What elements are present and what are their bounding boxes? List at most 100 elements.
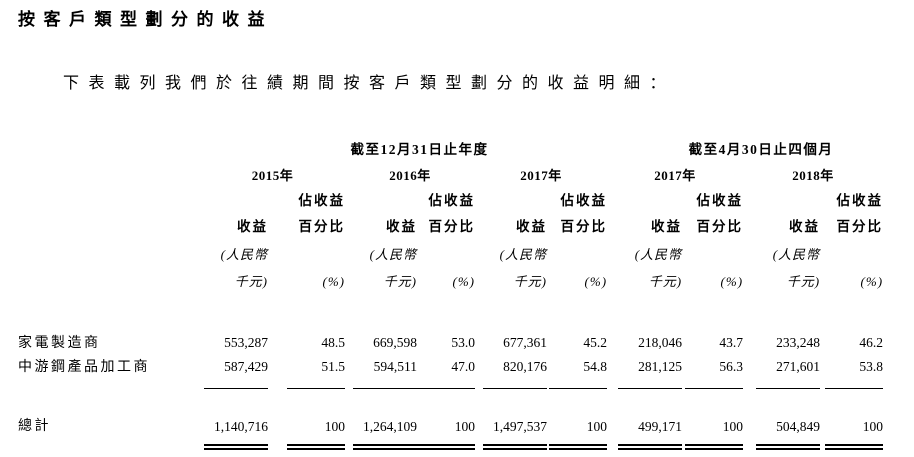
single-rule <box>820 375 884 393</box>
total-revenue-2015: 1,140,716 <box>214 419 268 434</box>
spacer-cell <box>268 235 345 262</box>
unit-note-thousand: 千元) <box>383 273 417 289</box>
unit-note-row-line1: (人民幣 (人民幣 (人民幣 (人民幣 (人民幣 <box>18 235 883 262</box>
spacer-cell <box>18 158 200 183</box>
spacer-cell <box>547 235 607 262</box>
spacer-cell <box>18 262 200 289</box>
double-rule <box>607 435 683 455</box>
unit-note-row-line2: 千元) (%) 千元) (%) 千元) (%) 千元) (%) 千元) (%) <box>18 262 883 289</box>
single-rule <box>475 375 547 393</box>
single-rule <box>607 375 683 393</box>
cell-revenue-2018-4m: 271,601 <box>776 359 821 375</box>
year-2018-4m: 2018年 <box>792 167 834 183</box>
unit-note-rmb: (人民幣 <box>499 246 547 262</box>
spacer-row <box>18 393 883 411</box>
total-double-rule-row <box>18 435 884 455</box>
single-rule <box>743 375 821 393</box>
spacer-cell <box>607 183 682 209</box>
period-group-row: 截至12月31日止年度 截至4月30日止四個月 <box>18 136 883 158</box>
single-rule <box>268 375 345 393</box>
single-rule <box>417 375 475 393</box>
spacer-cell <box>18 235 200 262</box>
cell-revenue-2018-4m: 233,248 <box>776 335 821 351</box>
unit-note-thousand: 千元) <box>234 273 268 289</box>
cell-revenue-2017: 677,361 <box>503 335 547 351</box>
spacer-cell <box>18 289 883 327</box>
subheader-pct-line1: 佔收益 <box>696 193 744 209</box>
cell-revenue-2016: 669,598 <box>373 335 417 351</box>
double-rule <box>200 435 268 455</box>
cell-revenue-2017-4m: 218,046 <box>638 335 683 351</box>
spacer-cell <box>417 235 475 262</box>
table-row-home-appliance-manufacturers: 家電製造商 553,287 48.5 669,598 53.0 677,361 … <box>18 327 883 351</box>
subheader-pct-line1: 佔收益 <box>298 193 345 209</box>
single-rule <box>200 375 268 393</box>
subheader-row-pct-line1: 佔收益 佔收益 佔收益 佔收益 佔收益 <box>18 183 883 209</box>
row-label: 家電製造商 <box>18 335 101 351</box>
cell-pct-2017-4m: 43.7 <box>719 335 744 351</box>
cell-pct-2015: 51.5 <box>321 359 345 375</box>
row-label: 中游鋼產品加工商 <box>18 359 150 375</box>
spacer-cell <box>200 183 268 209</box>
table-row-midstream-steel-processors: 中游鋼產品加工商 587,429 51.5 594,511 47.0 820,1… <box>18 351 883 375</box>
total-pct-2016: 100 <box>454 419 475 434</box>
double-rule <box>682 435 744 455</box>
double-rule <box>268 435 345 455</box>
subheader-pct-line1: 佔收益 <box>428 193 475 209</box>
spacer-cell <box>475 183 547 209</box>
year-2017: 2017年 <box>520 167 562 183</box>
spacer-row <box>18 289 883 327</box>
cell-pct-2017: 45.2 <box>583 335 608 351</box>
spacer-cell <box>743 183 820 209</box>
spacer-cell <box>18 435 200 455</box>
page-title: 按客戶類型劃分的收益 <box>18 10 273 29</box>
cell-revenue-2017: 820,176 <box>503 359 547 375</box>
total-revenue-2016: 1,264,109 <box>363 419 417 434</box>
year-header-row: 2015年 2016年 2017年 2017年 2018年 <box>18 158 883 183</box>
spacer-cell <box>18 183 200 209</box>
subheader-pct-line2: 百分比 <box>696 219 744 235</box>
subheader-pct-line2: 百分比 <box>428 219 475 235</box>
year-2017-4m: 2017年 <box>654 167 696 183</box>
cell-pct-2015: 48.5 <box>321 335 345 351</box>
double-rule <box>345 435 417 455</box>
cell-revenue-2016: 594,511 <box>373 359 417 375</box>
unit-note-rmb: (人民幣 <box>772 246 821 262</box>
cell-pct-2018-4m: 46.2 <box>859 335 884 351</box>
single-rule <box>682 375 744 393</box>
cell-pct-2017-4m: 56.3 <box>719 359 744 375</box>
spacer-cell <box>18 393 883 411</box>
cell-pct-2016: 53.0 <box>451 335 475 351</box>
spacer-cell <box>345 183 417 209</box>
period-group-year-ended-dec31: 截至12月31日止年度 <box>350 142 489 158</box>
total-revenue-2017-4m: 499,171 <box>638 419 683 434</box>
unit-note-thousand: 千元) <box>786 273 821 289</box>
unit-note-percent: (%) <box>860 273 884 289</box>
total-pct-2018-4m: 100 <box>862 419 884 434</box>
unit-note-percent: (%) <box>720 273 744 289</box>
year-2015: 2015年 <box>251 167 294 183</box>
intro-text: 下表載列我們於往績期間按客戶類型劃分的收益明細： <box>63 75 676 92</box>
unit-note-thousand: 千元) <box>648 273 683 289</box>
subheader-revenue: 收益 <box>789 219 821 235</box>
double-rule <box>743 435 821 455</box>
total-pct-2015: 100 <box>324 419 345 434</box>
cell-pct-2018-4m: 53.8 <box>859 359 884 375</box>
double-rule <box>475 435 547 455</box>
subheader-pct-line2: 百分比 <box>560 219 608 235</box>
subheader-revenue: 收益 <box>516 219 547 235</box>
unit-note-percent: (%) <box>452 273 475 289</box>
cell-pct-2016: 47.0 <box>451 359 475 375</box>
double-rule <box>547 435 608 455</box>
unit-note-thousand: 千元) <box>513 273 547 289</box>
subtotal-rule-row <box>18 375 884 393</box>
subheader-row-revenue-pct-line2: 收益 百分比 收益 百分比 收益 百分比 收益 百分比 收益 百分比 <box>18 209 883 235</box>
single-rule <box>547 375 608 393</box>
spacer-cell <box>18 136 200 158</box>
table-row-total: 總計 1,140,716 100 1,264,109 100 1,497,537… <box>18 411 883 435</box>
subheader-revenue: 收益 <box>386 219 417 235</box>
subheader-pct-line1: 佔收益 <box>836 193 884 209</box>
cell-revenue-2015: 587,429 <box>224 359 268 375</box>
unit-note-rmb: (人民幣 <box>634 246 683 262</box>
total-revenue-2018-4m: 504,849 <box>776 419 821 434</box>
